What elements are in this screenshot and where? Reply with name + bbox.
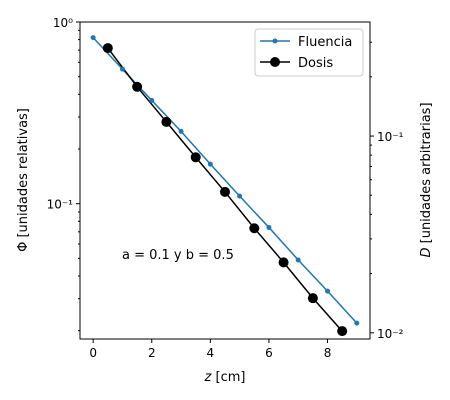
y-axis-right-label: D [unidades arbitrarias] (419, 102, 434, 257)
x-axis-label: z [cm] (204, 370, 246, 385)
x-tick-label: 2 (148, 346, 156, 360)
data-point-dosis (161, 116, 172, 127)
data-point-dosis (132, 81, 143, 92)
data-point-fluencia (266, 224, 272, 230)
data-point-fluencia (295, 257, 301, 263)
legend-marker-fluencia (272, 38, 278, 44)
data-point-fluencia (149, 97, 155, 103)
y-left-tick-label: 10⁰ (53, 16, 73, 30)
data-point-dosis (307, 293, 318, 304)
y-axis-left-label: Φ [unidades relativas] (16, 108, 31, 252)
data-point-fluencia (207, 161, 213, 167)
y-right-tick-label: 10⁻¹ (377, 130, 404, 144)
plot-frame (79, 21, 371, 340)
data-point-dosis (102, 43, 113, 54)
x-axis: 0 2 4 6 8 (89, 339, 331, 360)
x-tick-label: 0 (89, 346, 97, 360)
y-axis-left: 10⁰ 10⁻¹ (47, 16, 80, 332)
x-tick-label: 6 (265, 346, 273, 360)
data-point-fluencia (119, 66, 125, 72)
legend-label-fluencia: Fluencia (298, 35, 352, 50)
x-tick-label: 4 (207, 346, 215, 360)
y-right-tick-label: 10⁻² (377, 327, 404, 341)
data-point-dosis (249, 223, 260, 234)
annotation: a = 0.1 y b = 0.5 (122, 248, 234, 263)
data-point-dosis (190, 152, 201, 163)
data-point-fluencia (178, 128, 184, 134)
y-axis-right: 10⁻¹ 10⁻² (370, 41, 404, 341)
x-tick-label: 8 (324, 346, 332, 360)
data-point-fluencia (237, 193, 243, 199)
legend: Fluencia Dosis (254, 28, 364, 77)
data-point-dosis (220, 186, 230, 197)
legend-marker-dosis (270, 57, 280, 67)
data-point-dosis (278, 257, 289, 268)
data-point-fluencia (90, 35, 96, 41)
data-point-fluencia (354, 320, 360, 326)
series-markers (90, 35, 360, 337)
data-point-fluencia (325, 288, 331, 294)
legend-label-dosis: Dosis (298, 56, 333, 71)
y-left-tick-label: 10⁻¹ (47, 198, 74, 212)
data-point-dosis (337, 326, 348, 337)
